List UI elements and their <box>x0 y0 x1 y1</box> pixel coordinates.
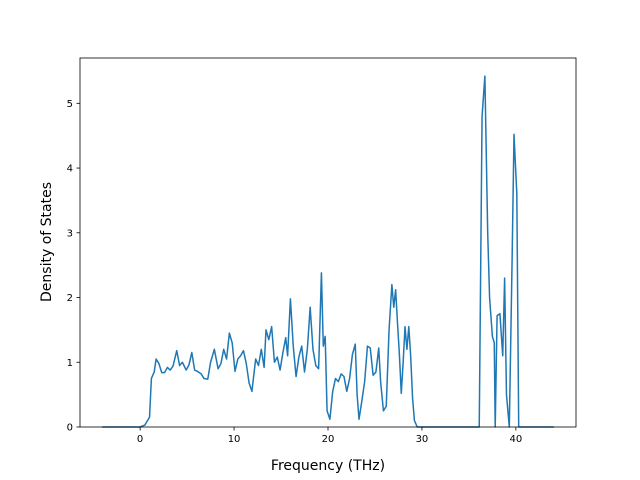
y-tick-label: 4 <box>67 164 73 175</box>
y-axis-label: Density of States <box>39 182 55 302</box>
x-axis-label: Frequency (THz) <box>271 458 385 474</box>
x-axis-ticks: 0 10 20 30 40 <box>137 427 522 445</box>
x-tick-label: 30 <box>416 434 429 445</box>
x-tick-label: 10 <box>228 434 241 445</box>
x-tick-label: 0 <box>137 434 143 445</box>
y-tick-label: 1 <box>67 358 73 369</box>
x-tick-label: 40 <box>510 434 523 445</box>
dos-series-line <box>101 75 555 428</box>
x-tick-label: 20 <box>322 434 335 445</box>
y-tick-label: 3 <box>67 228 73 239</box>
y-tick-label: 0 <box>67 423 73 434</box>
y-tick-label: 2 <box>67 293 73 304</box>
y-tick-label: 5 <box>67 99 73 110</box>
y-axis-ticks: 0 1 2 3 4 5 <box>67 99 80 434</box>
